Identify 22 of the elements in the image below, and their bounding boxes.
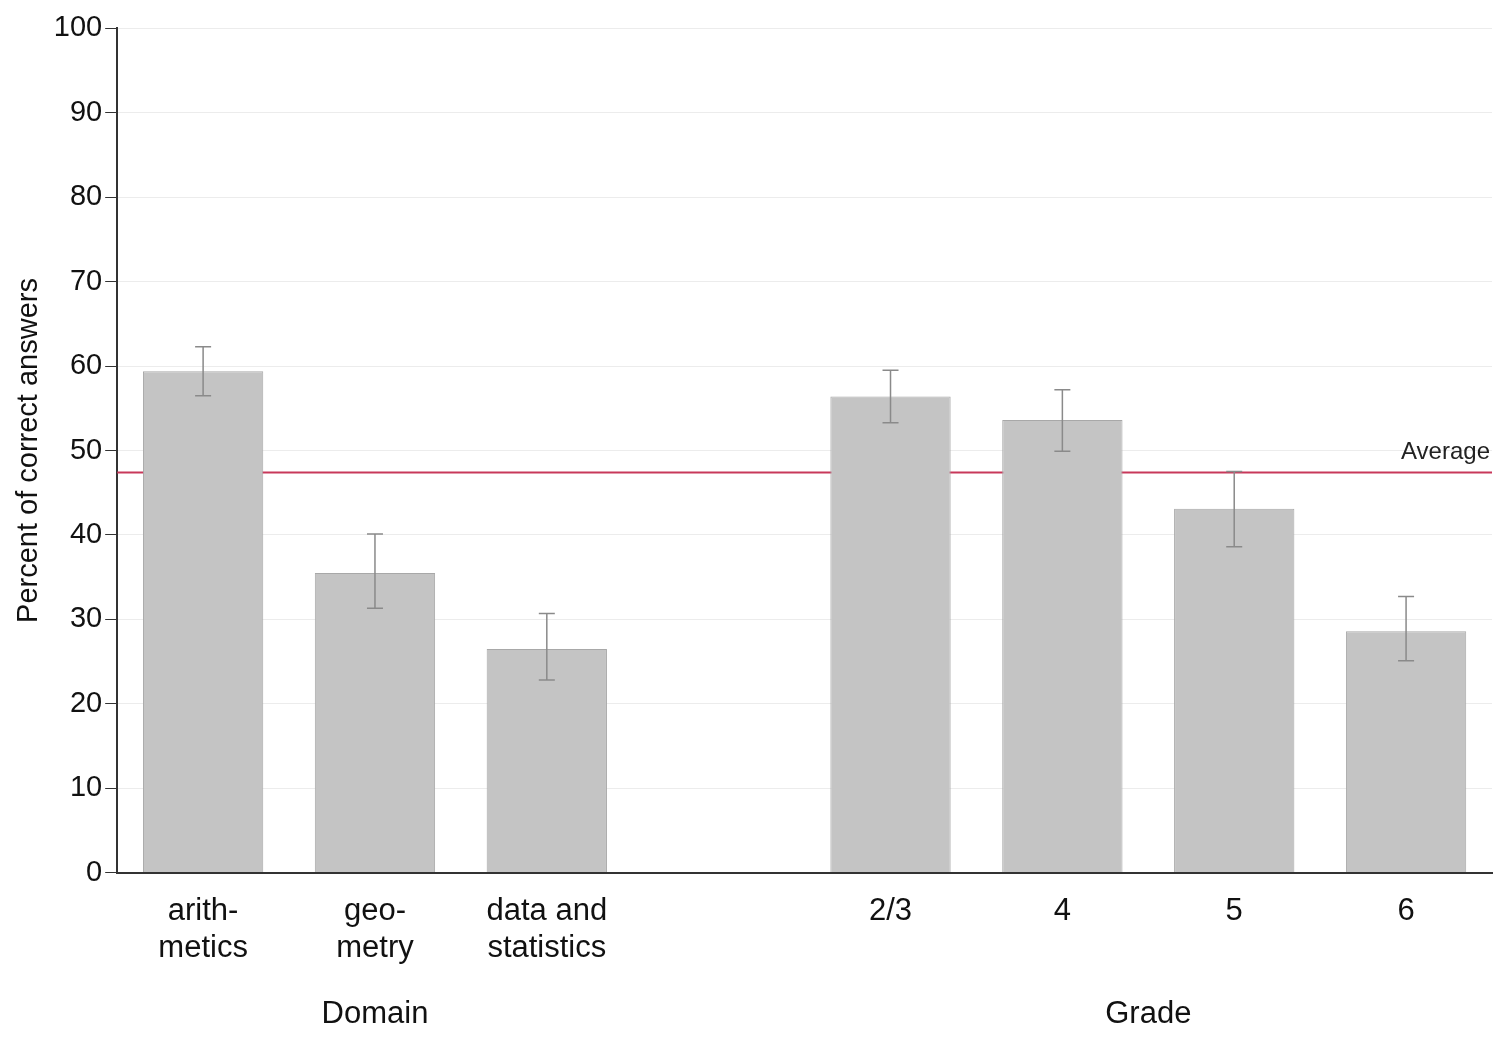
text: Grade [1105,995,1192,1031]
x-tick-label: arith- metics [158,891,248,964]
y-tick-label: 70 [69,263,103,296]
y-tick-label: 0 [86,854,103,887]
x-tick-label: 5 [1225,891,1243,927]
y-tick-label: 20 [69,685,103,718]
x-tick-label: 2/3 [868,891,913,927]
ref-line-label: Average [1401,437,1490,465]
y-tick-label: 100 [53,10,103,43]
y-tick-label: 10 [69,770,103,803]
text: Domain [321,995,429,1031]
x-tick-label: geo- metry [336,891,415,964]
x-tick-label: 4 [1053,891,1071,927]
y-tick-label: 60 [69,348,103,381]
y-tick-label: 30 [69,601,103,634]
y-axis-title: Percent of correct answers [11,278,44,623]
x-tick-label: data and statistics [486,891,608,964]
y-tick-label: 90 [69,94,103,127]
x-tick-label: 6 [1397,891,1415,927]
y-tick-label: 50 [69,432,103,465]
y-tick-label: 80 [69,179,103,212]
y-tick-label: 40 [69,516,103,549]
